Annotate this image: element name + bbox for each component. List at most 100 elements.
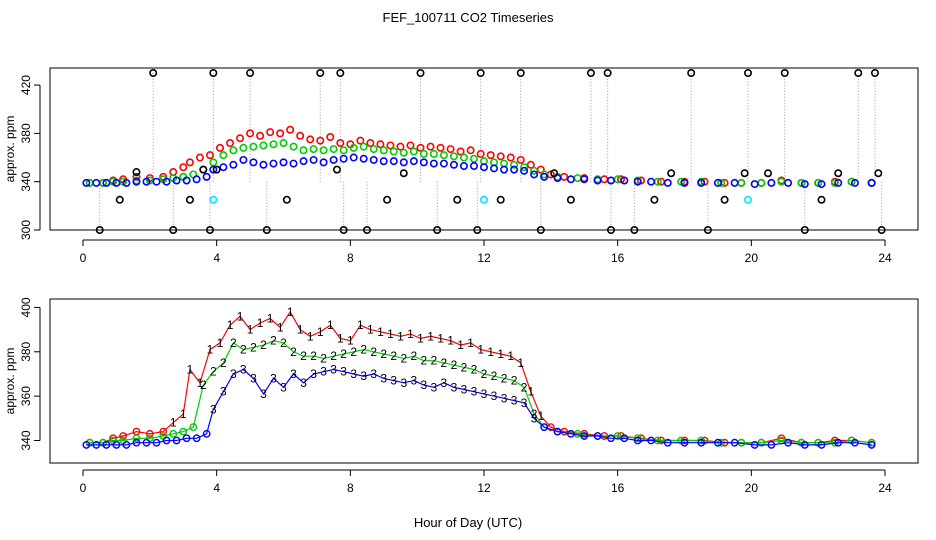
bottom-point-blue (817, 441, 826, 449)
top-point-blue (530, 170, 539, 179)
bottom-point-label-red: 1 (180, 407, 187, 421)
bottom-x-tick-label: 20 (745, 481, 759, 495)
top-point-black (115, 195, 124, 204)
bottom-point-label-blue: 3 (451, 380, 458, 394)
bottom-point-label-blue: 3 (220, 385, 227, 399)
top-point-black (854, 69, 863, 78)
top-point-green (279, 139, 288, 148)
top-y-tick-label: 340 (19, 171, 33, 191)
top-point-red (526, 160, 535, 169)
top-point-blue (132, 177, 141, 186)
bottom-point-label-red: 1 (170, 416, 177, 430)
bottom-point-blue (834, 438, 843, 447)
top-point-black (516, 69, 525, 78)
top-point-blue (850, 178, 859, 187)
bottom-point-label-red: 1 (507, 349, 514, 363)
x-axis-label: Hour of Day (UTC) (414, 515, 522, 530)
bottom-point-label-blue: 3 (250, 371, 257, 385)
top-point-red (506, 153, 515, 162)
bottom-point-label-green: 2 (370, 345, 377, 359)
top-point-green (449, 152, 458, 161)
top-point-black (586, 69, 595, 78)
top-x-tick-label: 0 (80, 251, 87, 265)
top-point-green (319, 146, 328, 155)
bottom-point-label-red: 1 (347, 334, 354, 348)
bottom-point-label-green: 2 (210, 365, 217, 379)
top-point-blue (500, 165, 509, 174)
top-point-green (379, 146, 388, 155)
top-point-blue (817, 180, 826, 189)
bottom-point-blue (647, 436, 655, 445)
top-point-blue (767, 178, 776, 187)
bottom-x-tick-label: 4 (213, 481, 220, 495)
top-x-tick-label: 8 (347, 251, 354, 265)
top-point-black (399, 169, 408, 178)
top-ylabel: approx. ppm (3, 116, 17, 183)
top-point-red (326, 133, 335, 142)
bottom-point-blue (202, 429, 211, 438)
bottom-point-blue (152, 438, 161, 447)
bottom-point-label-red: 1 (197, 376, 204, 390)
bottom-point-label-green: 2 (290, 345, 297, 359)
bottom-point-label-green: 2 (270, 334, 277, 348)
bottom-point-blue (92, 441, 101, 449)
bottom-point-label-green: 2 (310, 349, 317, 363)
top-point-blue (730, 178, 739, 187)
bottom-point-label-red: 1 (277, 320, 284, 334)
bottom-point-label-green: 2 (421, 354, 428, 368)
bottom-point-red (145, 429, 154, 438)
top-point-blue (510, 165, 519, 174)
top-point-blue (112, 178, 121, 187)
top-y-tick-label: 420 (19, 75, 33, 95)
top-point-black (282, 195, 291, 204)
top-point-green (219, 151, 228, 160)
top-point-blue (202, 172, 211, 181)
top-point-green (717, 178, 726, 187)
bottom-point-label-blue: 3 (270, 371, 277, 385)
top-point-black (667, 169, 676, 178)
bottom-point-label-green: 2 (280, 336, 287, 350)
bottom-point-blue (182, 434, 191, 443)
top-point-blue (620, 176, 629, 185)
bottom-x-tick-label: 0 (80, 481, 87, 495)
bottom-point-label-blue: 3 (501, 391, 508, 405)
bottom-point-label-green: 2 (511, 374, 518, 388)
bottom-point-label-blue: 3 (481, 387, 488, 401)
top-point-green (299, 146, 308, 155)
bottom-point-label-red: 1 (397, 329, 404, 343)
bottom-point-blue (663, 438, 672, 447)
bottom-point-green (169, 429, 178, 438)
top-dotted-lines (99, 73, 883, 230)
top-point-black (870, 69, 879, 78)
bottom-point-label-red: 1 (207, 343, 214, 357)
bottom-point-label-red: 1 (537, 409, 544, 423)
bottom-point-label-blue: 3 (431, 380, 438, 394)
bottom-point-label-blue: 3 (471, 385, 478, 399)
top-point-green (399, 148, 408, 157)
bottom-point-label-green: 2 (431, 354, 438, 368)
bottom-point-label-blue: 3 (421, 378, 428, 392)
top-point-black (743, 69, 752, 78)
top-point-red (195, 153, 204, 162)
bottom-point-red (159, 427, 168, 436)
top-point-green (757, 178, 766, 187)
bottom-point-blue (82, 441, 91, 449)
bottom-point-label-red: 1 (487, 345, 494, 359)
top-point-blue (229, 160, 238, 169)
bottom-point-label-red: 1 (467, 336, 474, 350)
bottom-point-label-green: 2 (200, 378, 207, 392)
bottom-point-label-green: 2 (501, 371, 508, 385)
bottom-point-label-red: 1 (297, 323, 304, 337)
bottom-point-blue (102, 441, 111, 449)
top-point-blue (389, 157, 398, 166)
bottom-point-red (119, 432, 128, 440)
bottom-point-green (132, 434, 141, 443)
top-point-blue (633, 177, 642, 186)
top-point-black (149, 69, 158, 78)
bottom-point-label-red: 1 (387, 327, 394, 341)
bottom-x-axis: 0 4 8 12 16 20 24 (80, 469, 892, 495)
bottom-point-label-red: 1 (477, 343, 484, 357)
top-point-red (476, 149, 485, 158)
top-point-blue (369, 155, 378, 164)
